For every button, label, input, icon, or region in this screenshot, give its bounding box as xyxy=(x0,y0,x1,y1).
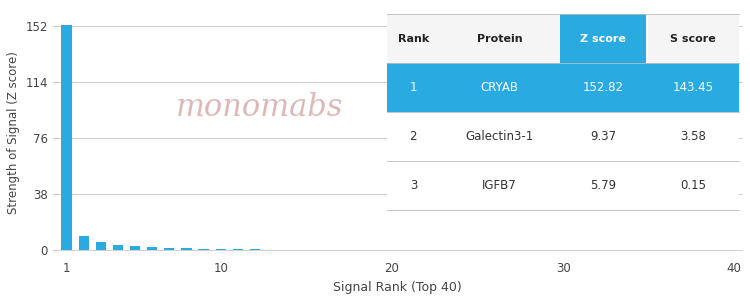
Bar xyxy=(215,249,226,250)
Text: CRYAB: CRYAB xyxy=(481,81,518,94)
Bar xyxy=(112,245,123,250)
Bar xyxy=(130,246,140,250)
Bar xyxy=(147,247,158,250)
X-axis label: Signal Rank (Top 40): Signal Rank (Top 40) xyxy=(334,281,462,294)
Text: 3.58: 3.58 xyxy=(680,130,706,143)
Text: 152.82: 152.82 xyxy=(583,81,623,94)
Bar xyxy=(560,63,646,112)
Text: Rank: Rank xyxy=(398,34,429,44)
Bar xyxy=(96,242,106,250)
Bar xyxy=(560,14,646,63)
Bar xyxy=(388,63,439,112)
Bar xyxy=(646,112,740,161)
Text: 2: 2 xyxy=(410,130,417,143)
Text: 0.15: 0.15 xyxy=(680,179,706,192)
Text: 9.37: 9.37 xyxy=(590,130,616,143)
Bar xyxy=(440,14,560,63)
Bar xyxy=(560,161,646,210)
Bar xyxy=(560,112,646,161)
Text: Z score: Z score xyxy=(580,34,626,44)
Text: S score: S score xyxy=(670,34,716,44)
Text: Galectin3-1: Galectin3-1 xyxy=(466,130,534,143)
Y-axis label: Strength of Signal (Z score): Strength of Signal (Z score) xyxy=(7,51,20,214)
Bar xyxy=(62,25,72,250)
Bar xyxy=(440,161,560,210)
Bar xyxy=(232,249,243,250)
Bar xyxy=(646,161,740,210)
Text: 3: 3 xyxy=(410,179,417,192)
Bar xyxy=(440,63,560,112)
Bar xyxy=(388,161,439,210)
Text: 143.45: 143.45 xyxy=(672,81,713,94)
Bar xyxy=(164,248,175,250)
Bar xyxy=(440,112,560,161)
Bar xyxy=(646,14,740,63)
Bar xyxy=(199,249,208,250)
Bar xyxy=(388,112,439,161)
Bar xyxy=(646,63,740,112)
Text: 5.79: 5.79 xyxy=(590,179,616,192)
Text: monomabs: monomabs xyxy=(176,92,344,123)
Text: Protein: Protein xyxy=(477,34,523,44)
Bar xyxy=(182,248,191,250)
Bar xyxy=(388,14,439,63)
Bar xyxy=(79,237,88,250)
Text: IGFB7: IGFB7 xyxy=(482,179,517,192)
Text: 1: 1 xyxy=(410,81,417,94)
